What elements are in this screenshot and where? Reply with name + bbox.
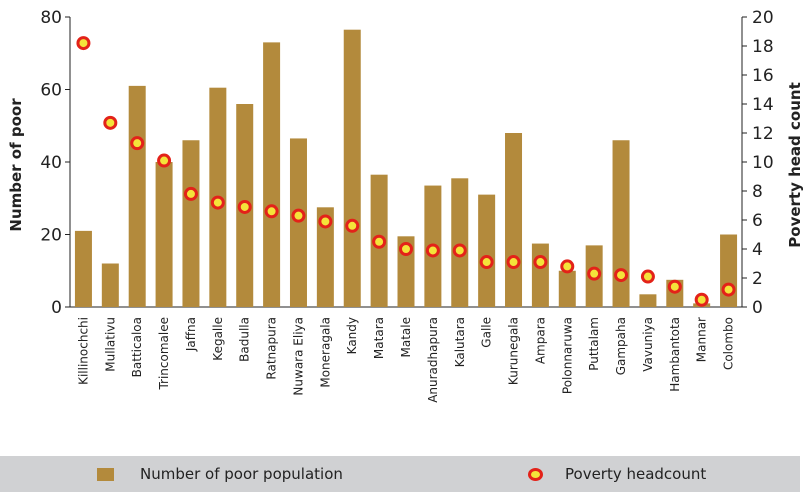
headcount-point	[237, 199, 252, 214]
headcount-point	[452, 243, 467, 258]
headcount-point	[560, 259, 575, 274]
y-right-tick-label: 6	[752, 211, 763, 231]
bar	[316, 207, 334, 307]
y-right-tick-label: 20	[752, 8, 774, 28]
bar	[478, 194, 496, 307]
bar	[263, 42, 281, 307]
headcount-point	[183, 186, 198, 201]
headcount-point	[506, 255, 521, 270]
x-tick-label: Jaffna	[184, 317, 198, 352]
x-tick-label: Badulla	[238, 317, 252, 362]
x-tick-label: Nuwara Eliya	[291, 317, 305, 396]
headcount-point	[318, 214, 333, 229]
x-tick-label: Mullativu	[103, 317, 117, 372]
x-tick-label: Kandy	[345, 317, 359, 354]
y-right-tick-label: 16	[752, 66, 774, 86]
bar	[289, 138, 307, 307]
headcount-point	[587, 266, 602, 281]
headcount-point	[210, 195, 225, 210]
x-tick-label: Colombo	[722, 317, 736, 370]
x-tick-label: Moneragala	[318, 317, 332, 388]
bar	[343, 29, 361, 307]
headcount-point	[291, 208, 306, 223]
bar-series	[74, 29, 738, 307]
headcount-point	[103, 115, 118, 130]
y-left-tick-label: 60	[40, 81, 62, 101]
y-axis-title-right: Poverty head count	[786, 82, 804, 247]
bar	[128, 85, 146, 307]
headcount-series	[76, 36, 736, 307]
x-tick-label: Galle	[480, 317, 494, 348]
bar	[531, 243, 549, 307]
x-tick-label: Ampara	[533, 317, 547, 364]
legend-bars-label: Number of poor population	[140, 465, 343, 483]
legend-markers-label: Poverty headcount	[565, 465, 707, 483]
x-tick-label: Trincomalee	[157, 317, 171, 391]
y-right-tick-label: 0	[752, 298, 763, 318]
x-axis-labels: Killinochchi Mullativu Batticaloa Trincomal…	[76, 317, 735, 403]
x-tick-label: Kegalle	[211, 317, 225, 361]
bar	[639, 294, 657, 307]
bar	[182, 140, 200, 307]
x-tick-label: Gampaha	[614, 317, 628, 375]
x-tick-label: Anuradhapura	[426, 317, 440, 403]
x-tick-label: Matara	[372, 317, 386, 359]
y-right-tick-label: 2	[752, 269, 763, 289]
legend-item-markers: Poverty headcount	[528, 456, 706, 492]
headcount-point	[130, 136, 145, 151]
y-left-tick-label: 40	[40, 153, 62, 173]
bar	[612, 140, 630, 307]
headcount-point	[399, 242, 413, 256]
x-tick-label: Vavuniya	[641, 317, 655, 372]
bar	[505, 133, 523, 307]
headcount-point	[372, 234, 387, 249]
legend-item-bars: Number of poor population	[97, 456, 343, 492]
headcount-point	[667, 279, 682, 294]
headcount-point	[533, 255, 548, 270]
headcount-point	[694, 292, 709, 307]
x-tick-label: Kalutara	[453, 317, 467, 367]
bar	[155, 162, 173, 307]
x-tick-label: Ratnapura	[265, 317, 279, 380]
y-right-tick-label: 10	[752, 153, 774, 173]
y-right-tick-label: 4	[752, 240, 763, 260]
x-tick-label: Puttalam	[587, 317, 601, 371]
legend-bar-swatch	[97, 467, 114, 481]
x-tick-label: Hambantota	[668, 317, 682, 392]
headcount-point	[479, 255, 494, 270]
x-tick-label: Mannar	[695, 317, 709, 362]
y-axis-right: 0 2 4 6 8 10 12 14 16 18 20	[741, 8, 774, 318]
y-right-tick-label: 8	[752, 182, 763, 202]
x-tick-label: Kurunegala	[507, 317, 521, 385]
y-left-tick-label: 20	[40, 226, 62, 246]
chart-svg: 0 20 40 60 80 0 2 4 6 8 10 12 14 16 18 20 Killinochchi…	[7, 8, 804, 403]
headcount-point	[157, 153, 172, 168]
x-tick-label: Killinochchi	[76, 317, 90, 385]
bar	[101, 263, 119, 307]
legend: Number of poor population Poverty headco…	[0, 456, 800, 492]
y-right-tick-label: 18	[752, 37, 774, 57]
y-left-tick-label: 0	[51, 298, 62, 318]
bar	[74, 230, 92, 307]
bar	[558, 270, 576, 307]
headcount-point	[640, 269, 655, 284]
y-axis-title-left: Number of poor	[7, 98, 25, 232]
legend-marker-swatch	[528, 467, 543, 481]
headcount-point	[264, 204, 279, 219]
y-right-tick-label: 12	[752, 124, 774, 144]
headcount-point	[721, 282, 736, 297]
y-left-tick-label: 80	[40, 8, 62, 28]
headcount-point	[614, 268, 629, 283]
y-right-tick-label: 14	[752, 95, 774, 115]
headcount-point	[425, 243, 440, 258]
headcount-point	[76, 36, 91, 51]
x-tick-label: Matale	[399, 317, 413, 357]
bar	[451, 178, 469, 307]
x-tick-label: Polonnaruwa	[560, 317, 574, 394]
headcount-point	[345, 218, 360, 233]
x-tick-label: Batticaloa	[130, 317, 144, 377]
